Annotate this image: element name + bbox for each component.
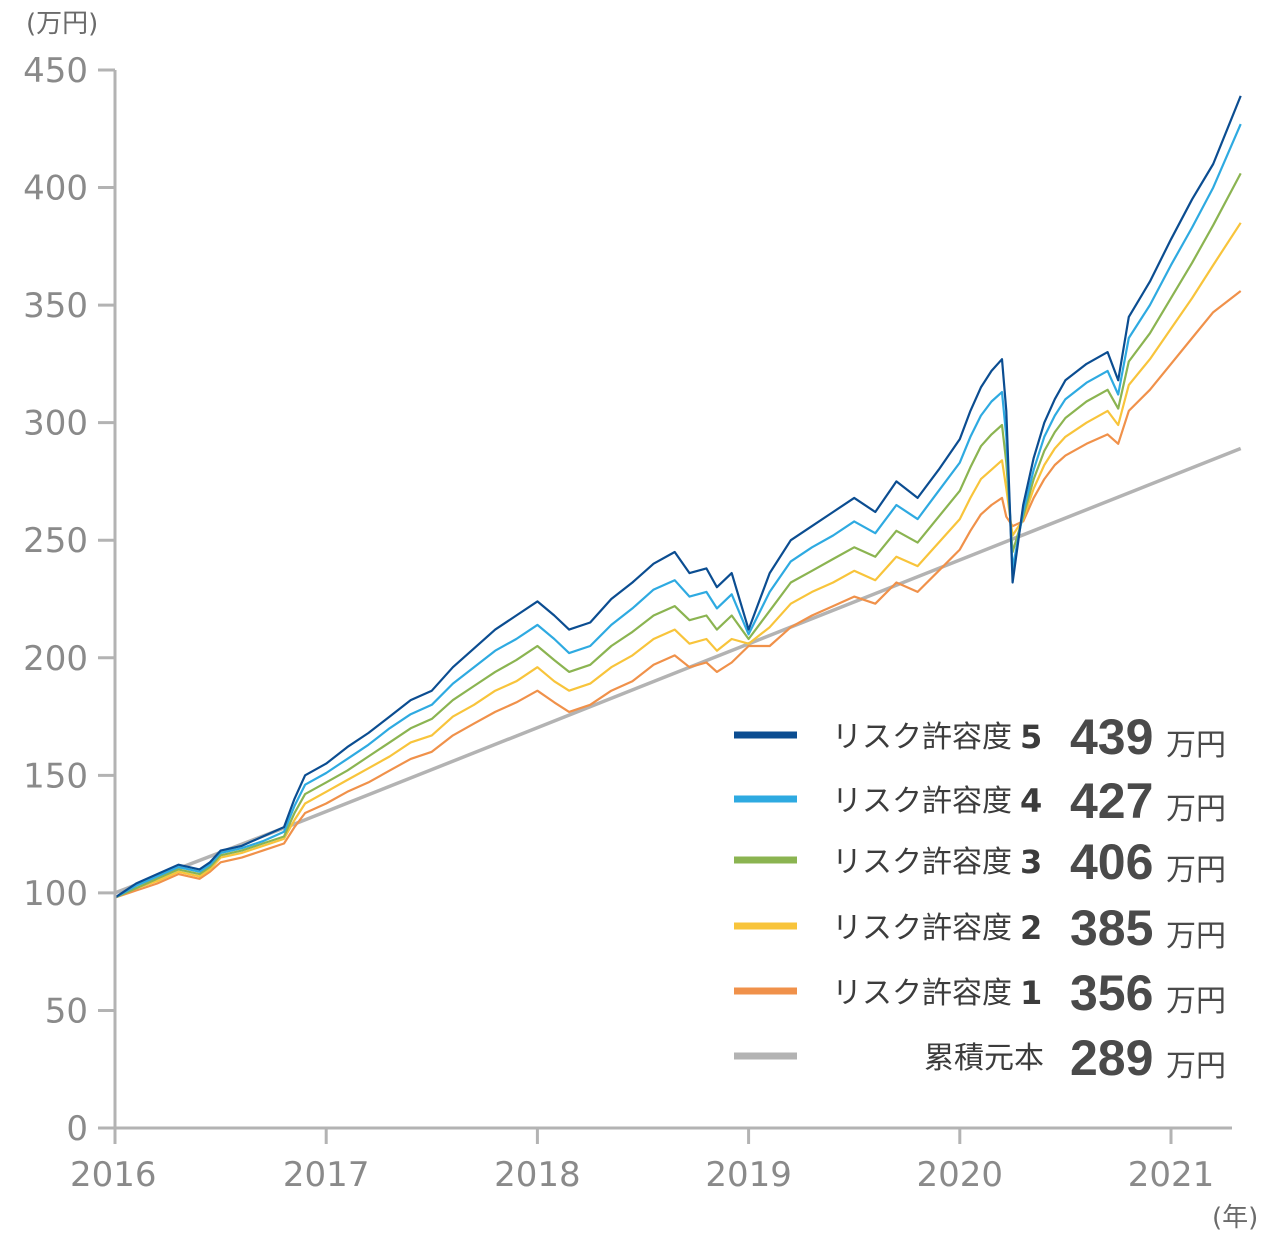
y-tick-label: 250 (23, 521, 88, 561)
x-tick-label: 2019 (705, 1155, 792, 1195)
y-tick-label: 100 (23, 874, 88, 914)
legend-unit: 万円 (1166, 984, 1226, 1019)
y-tick-label: 300 (23, 404, 88, 444)
legend-value: 289 (1070, 1030, 1153, 1086)
legend-label: リスク許容度 (832, 784, 1012, 819)
legend-item: リスク許容度 5 439 万円 (734, 709, 1226, 765)
y-tick-label: 150 (23, 756, 88, 796)
series-line (114, 123, 1242, 899)
legend-item: リスク許容度 2 385 万円 (734, 900, 1226, 956)
x-tick-label: 2018 (494, 1155, 581, 1195)
series-line (114, 222, 1242, 899)
legend-unit: 万円 (1166, 1049, 1226, 1084)
legend-level: 3 (1020, 843, 1042, 881)
legend-unit: 万円 (1166, 728, 1226, 763)
legend-label: リスク許容度 (832, 911, 1012, 946)
x-tick-label: 2021 (1128, 1155, 1215, 1195)
x-tick-label: 2016 (70, 1155, 157, 1195)
x-tick-label: 2020 (917, 1155, 1004, 1195)
legend-label: リスク許容度 (832, 845, 1012, 880)
y-tick-label: 350 (23, 286, 88, 326)
legend-level: 4 (1020, 782, 1042, 820)
legend-level: 5 (1020, 718, 1042, 756)
legend-label: 累積元本 (924, 1041, 1044, 1076)
legend-item: リスク許容度 3 406 万円 (734, 834, 1226, 890)
legend-unit: 万円 (1166, 919, 1226, 954)
legend-label: リスク許容度 (832, 720, 1012, 755)
legend-label: リスク許容度 (832, 976, 1012, 1011)
legend-value: 427 (1070, 773, 1153, 829)
y-tick-label: 50 (45, 991, 88, 1031)
y-tick-label: 0 (66, 1109, 88, 1149)
y-axis: 0 50 100 150 200 250 300 350 400 450 (23, 51, 115, 1149)
y-tick-label: 400 (23, 169, 88, 209)
legend-item: リスク許容度 4 427 万円 (734, 773, 1226, 829)
series-line (114, 95, 1242, 899)
legend-value: 439 (1070, 709, 1153, 765)
legend-item: 累積元本 289 万円 (734, 1030, 1226, 1086)
legend-value: 356 (1070, 965, 1153, 1021)
plot-area (114, 95, 1242, 899)
series-line (114, 172, 1242, 899)
series-line (114, 290, 1242, 899)
x-axis-unit: (年) (1212, 1203, 1258, 1233)
legend-value: 406 (1070, 834, 1153, 890)
legend-item: リスク許容度 1 356 万円 (734, 965, 1226, 1021)
x-axis: 2016 2017 2018 2019 2020 2021 (70, 1128, 1214, 1195)
legend-unit: 万円 (1166, 792, 1226, 827)
legend-unit: 万円 (1166, 853, 1226, 888)
legend-value: 385 (1070, 900, 1153, 956)
y-tick-label: 450 (23, 51, 88, 91)
y-axis-unit: (万円) (26, 9, 98, 39)
y-tick-label: 200 (23, 639, 88, 679)
legend-level: 1 (1020, 974, 1042, 1012)
legend-level: 2 (1020, 909, 1042, 947)
x-tick-label: 2017 (283, 1155, 370, 1195)
